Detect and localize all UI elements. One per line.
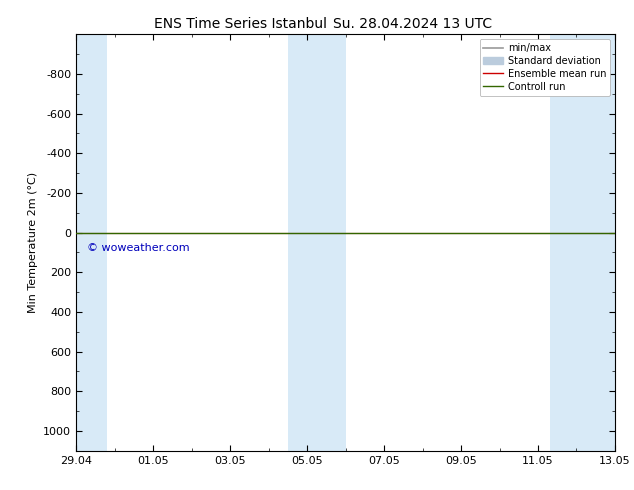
Bar <box>288 34 346 451</box>
Bar <box>76 34 107 451</box>
Y-axis label: Min Temperature 2m (°C): Min Temperature 2m (°C) <box>28 172 37 313</box>
Legend: min/max, Standard deviation, Ensemble mean run, Controll run: min/max, Standard deviation, Ensemble me… <box>479 39 610 96</box>
Bar <box>550 34 615 451</box>
Text: Su. 28.04.2024 13 UTC: Su. 28.04.2024 13 UTC <box>333 17 491 31</box>
Text: © woweather.com: © woweather.com <box>87 243 190 252</box>
Text: ENS Time Series Istanbul: ENS Time Series Istanbul <box>155 17 327 31</box>
